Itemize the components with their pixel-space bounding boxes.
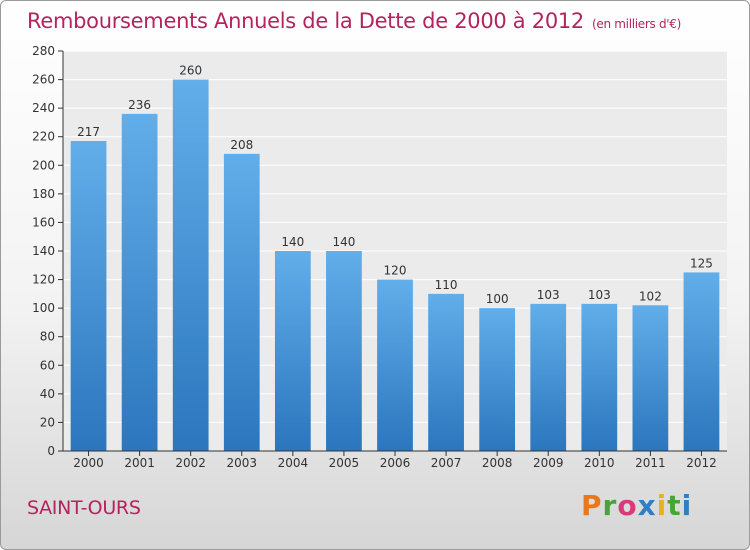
data-label-2009: 103 xyxy=(537,288,560,302)
chart-title: Remboursements Annuels de la Dette de 20… xyxy=(27,9,682,33)
y-tick-label: 120 xyxy=(32,273,55,287)
data-label-2011: 102 xyxy=(639,289,662,303)
y-tick-label: 220 xyxy=(32,130,55,144)
y-tick-label: 40 xyxy=(40,387,55,401)
x-tick-label-2000: 2000 xyxy=(73,456,104,470)
chart-subtitle: (en milliers d'€) xyxy=(592,17,682,31)
logo-letter: t xyxy=(667,489,682,522)
logo-letter: i xyxy=(656,489,668,522)
x-tick-label-2005: 2005 xyxy=(329,456,360,470)
data-label-2002: 260 xyxy=(179,64,202,78)
data-label-2012: 125 xyxy=(690,256,713,270)
y-axis: 0 20 40 60 80 100 120 140 160 180 200 220 240 260 280 xyxy=(32,44,64,458)
bar-2011[interactable] xyxy=(632,305,669,451)
x-tick-label-2004: 2004 xyxy=(278,456,309,470)
logo-letter: r xyxy=(602,489,618,522)
y-tick-label: 280 xyxy=(32,44,55,58)
data-label-2005: 140 xyxy=(332,235,355,249)
bar-2008[interactable] xyxy=(479,308,516,451)
logo-letter: i xyxy=(681,489,693,522)
logo-letter: x xyxy=(637,489,657,522)
x-tick-label-2010: 2010 xyxy=(584,456,615,470)
y-tick-label: 200 xyxy=(32,158,55,172)
y-tick-label: 140 xyxy=(32,244,55,258)
x-tick-label-2011: 2011 xyxy=(635,456,666,470)
data-label-2000: 217 xyxy=(77,125,100,139)
x-tick-label-2003: 2003 xyxy=(226,456,257,470)
y-tick-label: 80 xyxy=(40,330,55,344)
x-tick-label-2012: 2012 xyxy=(686,456,717,470)
y-tick-label: 60 xyxy=(40,358,55,372)
bar-2005[interactable] xyxy=(326,251,362,451)
y-tick-label: 240 xyxy=(32,101,55,115)
data-label-2006: 120 xyxy=(384,264,407,278)
bar-2012[interactable] xyxy=(683,272,720,451)
bar-2002[interactable] xyxy=(172,79,209,452)
data-label-2001: 236 xyxy=(128,98,151,112)
bar-2004[interactable] xyxy=(274,251,311,451)
bar-2009[interactable] xyxy=(530,303,567,451)
y-tick-label: 0 xyxy=(47,444,55,458)
bar-2000[interactable] xyxy=(70,141,107,451)
x-tick-label-2008: 2008 xyxy=(482,456,513,470)
bar-2001[interactable] xyxy=(121,113,158,451)
bar-2007[interactable] xyxy=(428,293,464,451)
data-label-2004: 140 xyxy=(281,235,304,249)
x-tick-label-2002: 2002 xyxy=(175,456,206,470)
x-axis: 2000 2001 2002 2003 2004 2005 2006 2007 2008 2009… xyxy=(73,451,717,470)
x-tick-label-2006: 2006 xyxy=(380,456,411,470)
y-tick-label: 160 xyxy=(32,215,55,229)
proxiti-logo[interactable]: Proxiti xyxy=(581,489,692,522)
logo-letter: P xyxy=(581,489,603,522)
data-label-2008: 100 xyxy=(486,292,509,306)
bar-2006[interactable] xyxy=(377,279,413,451)
bar-2003[interactable] xyxy=(223,153,260,451)
y-tick-label: 20 xyxy=(40,415,55,429)
logo-letter: o xyxy=(617,489,638,522)
y-tick-label: 100 xyxy=(32,301,55,315)
data-label-2007: 110 xyxy=(435,278,458,292)
bars: 217 236 260 208 140 140 120 110 100 103 103 102 125 xyxy=(70,64,720,452)
commune-name: SAINT-OURS xyxy=(27,497,141,519)
bar-2010[interactable] xyxy=(581,303,618,451)
x-tick-label-2009: 2009 xyxy=(533,456,564,470)
y-tick-label: 180 xyxy=(32,187,55,201)
data-label-2010: 103 xyxy=(588,288,611,302)
x-tick-label-2007: 2007 xyxy=(431,456,462,470)
x-tick-label-2001: 2001 xyxy=(124,456,155,470)
y-tick-label: 260 xyxy=(32,73,55,87)
data-label-2003: 208 xyxy=(230,138,253,152)
